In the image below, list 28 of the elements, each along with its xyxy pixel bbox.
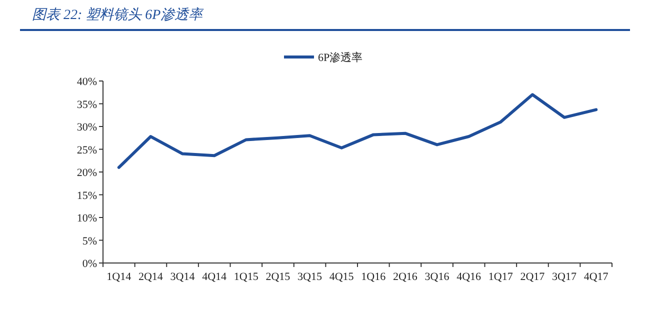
- x-tick-label: 3Q14: [170, 271, 196, 283]
- y-tick-label: 15%: [76, 190, 97, 202]
- x-tick-label: 4Q17: [584, 271, 609, 283]
- y-tick-label: 30%: [76, 122, 97, 134]
- x-tick-label: 1Q14: [106, 271, 132, 283]
- x-tick-label: 4Q14: [202, 271, 228, 283]
- y-tick-label: 35%: [76, 98, 97, 111]
- x-tick-label: 1Q15: [234, 271, 259, 283]
- y-tick-label: 0%: [82, 258, 97, 270]
- x-tick-label: 4Q15: [329, 271, 354, 283]
- x-tick-label: 4Q16: [456, 271, 482, 283]
- x-tick-label: 1Q17: [488, 271, 514, 283]
- x-tick-label: 3Q15: [298, 271, 322, 283]
- x-tick-label: 2Q16: [392, 271, 418, 283]
- x-tick-label: 2Q17: [520, 271, 546, 283]
- x-tick-label: 1Q16: [361, 271, 386, 283]
- y-tick-label: 25%: [76, 144, 97, 156]
- x-tick-label: 2Q15: [266, 271, 291, 283]
- x-tick-label: 2Q14: [138, 271, 164, 283]
- y-tick-label: 40%: [76, 76, 97, 88]
- legend: 6P渗透率: [284, 52, 363, 64]
- y-tick-label: 20%: [76, 167, 97, 179]
- y-tick-label: 5%: [82, 235, 97, 248]
- legend-label: 6P渗透率: [318, 51, 363, 64]
- x-tick-label: 3Q17: [552, 271, 577, 283]
- x-tick-label: 3Q16: [424, 271, 450, 283]
- y-tick-label: 10%: [76, 212, 97, 224]
- chart-title: 图表 22: 塑料镜头 6P渗透率: [32, 7, 205, 23]
